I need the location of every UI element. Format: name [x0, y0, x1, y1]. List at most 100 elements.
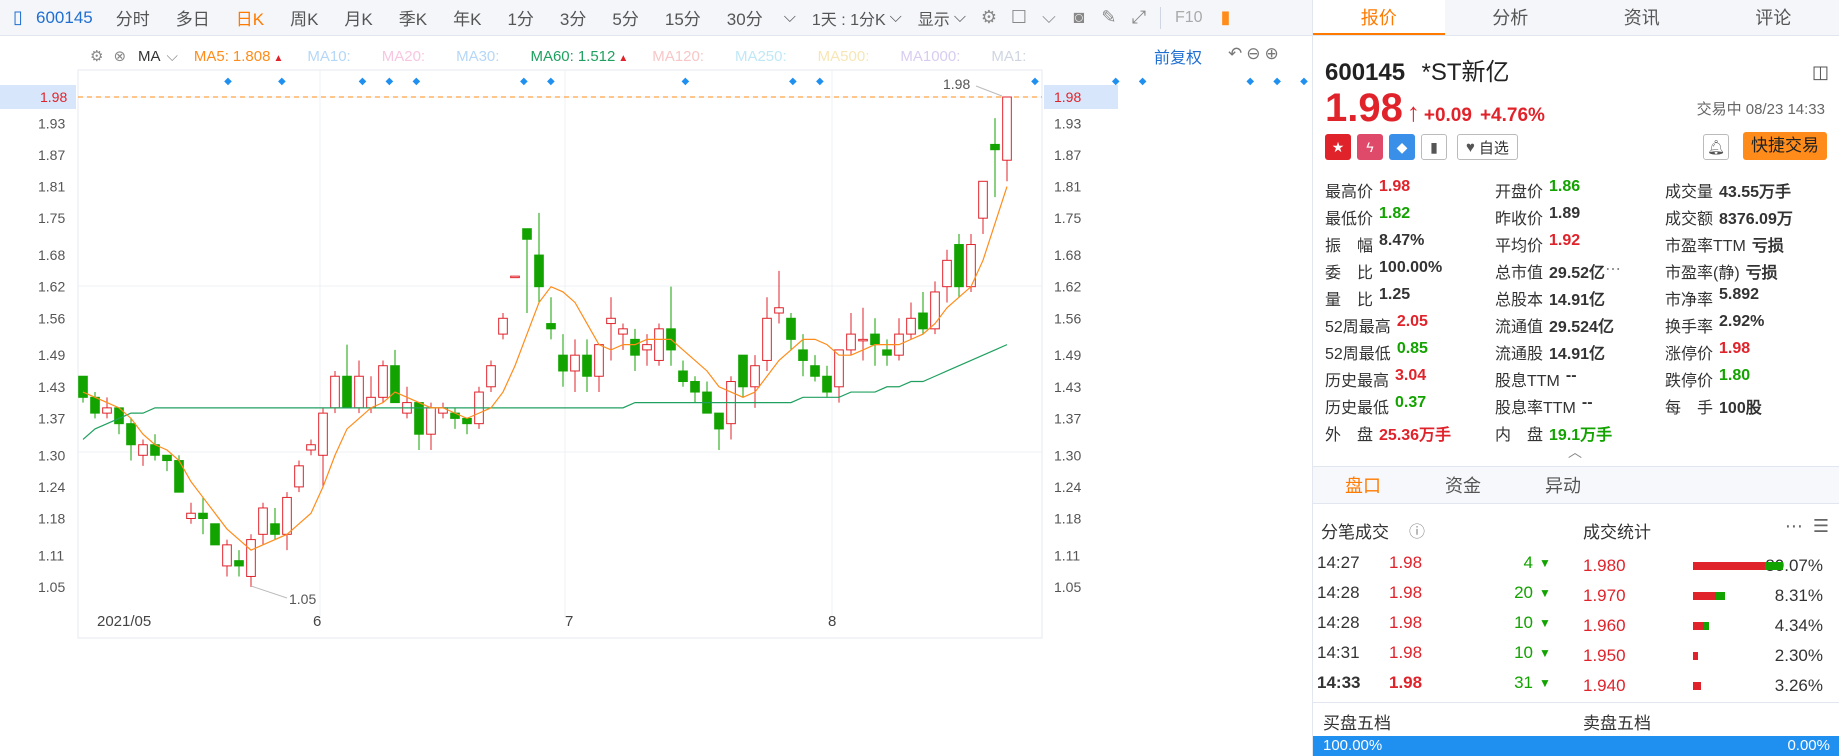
candle-body — [1002, 96, 1012, 161]
period-tab[interactable]: 月K — [344, 10, 373, 29]
period-dropdown[interactable]: ⌵ — [783, 8, 796, 26]
stat-value: 100.00% — [1379, 258, 1443, 276]
period-tab[interactable]: 多日 — [175, 10, 210, 29]
camera-icon[interactable]: ◙ — [1073, 7, 1085, 27]
event-marker-icon: ◆ — [412, 76, 420, 87]
event-marker-icon: ◆ — [224, 76, 232, 87]
stat-value: 亏损 — [1745, 264, 1778, 282]
stat-value: 1.98 — [1379, 177, 1411, 195]
volume-stat-row: 1.980 80.07% — [1583, 551, 1833, 581]
volume-stats-title: 成交统计 — [1583, 523, 1651, 542]
fullscreen-icon[interactable]: ⤢ — [1131, 7, 1147, 27]
sub-tab[interactable]: 盘口 — [1345, 476, 1381, 496]
period-tab[interactable]: 30分 — [726, 10, 763, 29]
tag-icon[interactable]: ◆ — [1389, 134, 1415, 160]
panel-tab[interactable]: 分析 — [1492, 8, 1529, 28]
buy-ratio: 100.00% — [1323, 737, 1383, 754]
ma60-line — [82, 344, 1008, 440]
quote-panel: 报价 分析 资讯 评论 600145 *ST新亿 ◫ 1.98 ↑ +0.09 +4.… — [1312, 0, 1839, 756]
ma-item[interactable]: MA20: — [382, 48, 432, 65]
stat-value: 29.524亿 — [1549, 318, 1614, 336]
chevron-up-icon[interactable]: ︿ — [1568, 444, 1582, 460]
bell-icon[interactable]: 🔔︎ — [1703, 134, 1729, 160]
ma-item[interactable]: MA60: 1.512 ▲ — [530, 48, 628, 65]
sidebar-toggle-icon[interactable]: ▯ — [13, 7, 23, 27]
period-tab[interactable]: 15分 — [664, 10, 701, 29]
tick-time: 14:31 — [1317, 643, 1360, 662]
square-icon[interactable]: ☐ — [1010, 7, 1028, 27]
stat-row: 历史最高 3.04 股息TTM -- 跌停价 1.80 — [1325, 365, 1835, 392]
period-tab[interactable]: 周K — [290, 10, 319, 29]
ma-item[interactable]: MA500: — [818, 48, 877, 65]
ma-item[interactable]: MA250: — [735, 48, 794, 65]
y-tick-label-left: 1.93 — [38, 115, 65, 131]
period-tab[interactable]: 日K — [235, 10, 265, 29]
x-axis-label: 8 — [828, 613, 836, 630]
ma-label[interactable]: MA — [138, 47, 161, 65]
ma-item-label: MA20: — [381, 47, 426, 65]
toolbar-divider — [1159, 6, 1161, 29]
tick-price: 1.98 — [1389, 613, 1423, 632]
layout-icon[interactable]: ◫ — [1811, 62, 1829, 82]
stat-row: 量 比 1.25 总股本 14.91亿 市净率 5.892 — [1325, 284, 1835, 311]
y-tick-label-left: 1.56 — [38, 310, 65, 326]
pen-icon[interactable]: ✎ — [1101, 7, 1117, 27]
chevron-down-icon[interactable]: ⌵ — [166, 47, 178, 65]
gear-icon[interactable]: ⚙ — [90, 48, 104, 65]
bookmark-icon[interactable]: ▮ — [1421, 134, 1447, 160]
volume-bar — [1693, 622, 1763, 630]
ma-item[interactable]: MA120: — [652, 48, 711, 65]
display-dropdown[interactable]: 显示 ⌵ — [917, 8, 966, 29]
adjust-mode-button[interactable]: 前复权 — [1154, 50, 1203, 67]
fast-trade-button[interactable]: 快捷交易 — [1743, 132, 1827, 160]
panel-toggle-icon[interactable]: ▮ — [1220, 7, 1231, 27]
zoom-in-icon[interactable]: ⊕ — [1264, 44, 1279, 63]
add-watchlist-button[interactable]: ♥ 自选 — [1457, 134, 1518, 160]
ma-item[interactable]: MA30: — [456, 48, 506, 65]
stat-item: 委 比 100.00% — [1325, 259, 1495, 283]
gear-icon[interactable]: ⚙ — [980, 7, 998, 27]
period-tab[interactable]: 分时 — [115, 10, 150, 29]
more-icon[interactable]: ⋯ — [1784, 516, 1803, 536]
panel-tab[interactable]: 报价 — [1313, 0, 1445, 35]
last-price: 1.98 — [1325, 86, 1403, 130]
period-tab[interactable]: 3分 — [559, 10, 587, 29]
y-tick-label-left: 1.75 — [38, 210, 65, 226]
panel-tab[interactable]: 评论 — [1755, 8, 1792, 28]
period-tab[interactable]: 年K — [453, 10, 482, 29]
panel-tab[interactable]: 资讯 — [1623, 8, 1660, 28]
ma-item-label: MA1: — [991, 47, 1027, 65]
list-icon[interactable]: ☰ — [1812, 516, 1829, 536]
more-icon[interactable]: ⋯ — [1605, 260, 1622, 278]
ma-item[interactable]: MA10: — [307, 48, 357, 65]
stat-label: 平均价 — [1495, 237, 1544, 255]
period-tab[interactable]: 5分 — [612, 10, 639, 29]
period-tab[interactable]: 季K — [398, 10, 428, 29]
f10-button[interactable]: F10 — [1174, 8, 1203, 26]
stat-row: 历史最低 0.37 股息率TTM -- 每 手 100股 — [1325, 392, 1835, 419]
zoom-out-icon[interactable]: ⊖ — [1246, 44, 1261, 63]
tick-row: 14:27 1.98 4 ▼ — [1317, 548, 1557, 578]
china-flag-icon[interactable]: ★ — [1325, 134, 1351, 160]
close-icon[interactable]: ⊗ — [113, 48, 127, 65]
candlestick-chart[interactable]: 1.93 1.93 1.87 1.87 1.81 1.81 1.75 1.75 1.68 1.68… — [0, 0, 1312, 756]
stat-value: 2.05 — [1396, 312, 1428, 330]
tick-qty: 10 — [1514, 643, 1533, 662]
help-icon[interactable]: ⓘ — [1409, 524, 1426, 541]
period-tab[interactable]: 1分 — [507, 10, 534, 29]
candle-body — [342, 375, 352, 409]
sub-tab[interactable]: 异动 — [1545, 476, 1581, 496]
tick-qty: 4 — [1523, 553, 1533, 572]
candle-body — [810, 365, 820, 377]
ma-item-label: MA5: — [193, 47, 229, 65]
lightning-icon[interactable]: ϟ — [1357, 134, 1383, 160]
ma-item[interactable]: MA1: — [991, 48, 1033, 65]
undo-icon[interactable]: ↶ — [1228, 44, 1243, 63]
ma-item[interactable]: MA1000: — [900, 48, 967, 65]
sub-tabs: 盘口 资金 异动 — [1313, 466, 1839, 504]
chevron-down-icon[interactable]: ⌵ — [1042, 7, 1056, 27]
sub-tab[interactable]: 资金 — [1445, 476, 1481, 496]
ma-item[interactable]: MA5: 1.808 ▲ — [194, 48, 283, 65]
interval-dropdown[interactable]: 1天 : 1分K ⌵ — [811, 8, 902, 29]
ma5-line — [82, 186, 1008, 551]
